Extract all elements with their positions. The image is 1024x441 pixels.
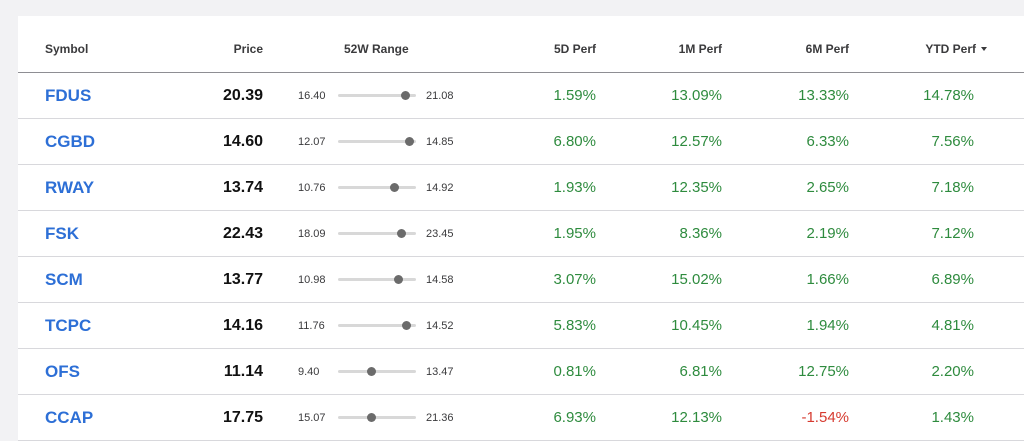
- perf-ytd-value: 6.89%: [931, 271, 974, 288]
- perf-6m-value: 1.94%: [806, 317, 849, 334]
- perf-ytd-value: 1.43%: [931, 409, 974, 426]
- symbol-link[interactable]: CGBD: [45, 132, 96, 151]
- range-bar: [338, 367, 416, 376]
- range-high-value: 21.36: [426, 412, 454, 424]
- table-row[interactable]: SCM 13.77 10.98 14.58 3.07% 15.02% 1.66% 6.89%: [18, 257, 1024, 303]
- range-low-value: 16.40: [298, 90, 326, 102]
- header-1m-perf[interactable]: 1M Perf: [678, 42, 722, 56]
- perf-ytd-value: 7.56%: [931, 133, 974, 150]
- header-ytd-perf-label: YTD Perf: [925, 42, 976, 56]
- table-row[interactable]: RWAY 13.74 10.76 14.92 1.93% 12.35% 2.65% 7.18%: [18, 165, 1024, 211]
- range-bar: [338, 321, 416, 330]
- perf-1m-value: 12.57%: [671, 133, 722, 150]
- perf-5d-value: 6.93%: [553, 409, 596, 426]
- symbol-link[interactable]: FSK: [45, 224, 79, 243]
- perf-1m-value: 13.09%: [671, 87, 722, 104]
- symbol-link[interactable]: OFS: [45, 362, 80, 381]
- range-high-value: 14.85: [426, 136, 454, 148]
- price-value: 14.60: [222, 133, 263, 150]
- perf-5d-value: 1.59%: [553, 87, 596, 104]
- perf-5d-value: 1.93%: [553, 179, 596, 196]
- header-price[interactable]: Price: [233, 42, 263, 56]
- perf-6m-value: 1.66%: [806, 271, 849, 288]
- range-low-value: 11.76: [298, 320, 325, 332]
- header-52w-range[interactable]: 52W Range: [344, 42, 409, 56]
- header-ytd-perf[interactable]: YTD Perf: [925, 42, 987, 56]
- price-value: 13.77: [222, 271, 263, 288]
- table-header: Symbol Price 52W Range 5D Perf 1M Perf 6…: [18, 16, 1024, 73]
- range-low-value: 10.76: [298, 182, 326, 194]
- perf-ytd-value: 14.78%: [923, 87, 974, 104]
- range-marker: [367, 367, 377, 376]
- price-value: 17.75: [222, 409, 263, 426]
- perf-6m-value: 6.33%: [806, 133, 849, 150]
- perf-1m-value: 12.13%: [671, 409, 722, 426]
- perf-ytd-value: 7.18%: [931, 179, 974, 196]
- range-marker: [404, 137, 414, 146]
- range-marker: [367, 413, 377, 422]
- range-low-value: 10.98: [298, 274, 326, 286]
- screener-table: Symbol Price 52W Range 5D Perf 1M Perf 6…: [18, 16, 1024, 441]
- range-marker: [401, 321, 411, 330]
- range-bar: [338, 229, 416, 238]
- price-value: 13.74: [222, 179, 263, 196]
- table-row[interactable]: OFS 11.14 9.40 13.47 0.81% 6.81% 12.75% 2.20%: [18, 349, 1024, 395]
- perf-ytd-value: 7.12%: [931, 225, 974, 242]
- perf-ytd-value: 4.81%: [931, 317, 974, 334]
- range-marker: [394, 275, 404, 284]
- perf-6m-value: 2.19%: [806, 225, 849, 242]
- range-bar: [338, 413, 416, 422]
- range-high-value: 13.47: [426, 366, 454, 378]
- perf-5d-value: 3.07%: [553, 271, 596, 288]
- symbol-link[interactable]: CCAP: [45, 408, 94, 427]
- range-high-value: 23.45: [426, 228, 454, 240]
- perf-1m-value: 15.02%: [671, 271, 722, 288]
- perf-5d-value: 0.81%: [553, 363, 596, 380]
- perf-5d-value: 5.83%: [553, 317, 596, 334]
- range-marker: [389, 183, 399, 192]
- range-marker: [400, 91, 410, 100]
- range-low-value: 18.09: [298, 228, 326, 240]
- range-low-value: 12.07: [298, 136, 326, 148]
- perf-1m-value: 12.35%: [671, 179, 722, 196]
- perf-5d-value: 6.80%: [553, 133, 596, 150]
- symbol-link[interactable]: FDUS: [45, 86, 92, 105]
- perf-6m-value: 2.65%: [806, 179, 849, 196]
- table-row[interactable]: FSK 22.43 18.09 23.45 1.95% 8.36% 2.19% 7.12%: [18, 211, 1024, 257]
- table-row[interactable]: FDUS 20.39 16.40 21.08 1.59% 13.09% 13.33% 14.7…: [18, 73, 1024, 119]
- table-row[interactable]: CGBD 14.60 12.07 14.85 6.80% 12.57% 6.33% 7.56%: [18, 119, 1024, 165]
- perf-6m-value: 13.33%: [798, 87, 849, 104]
- perf-5d-value: 1.95%: [553, 225, 596, 242]
- range-bar: [338, 91, 416, 100]
- range-bar: [338, 183, 416, 192]
- range-marker: [397, 229, 407, 238]
- price-value: 11.14: [223, 363, 263, 380]
- range-high-value: 14.92: [426, 182, 454, 194]
- symbol-link[interactable]: RWAY: [45, 178, 95, 197]
- range-bar: [338, 275, 416, 284]
- symbol-link[interactable]: SCM: [45, 270, 83, 289]
- perf-6m-value: 12.75%: [798, 363, 849, 380]
- caret-down-icon: [981, 46, 987, 51]
- range-high-value: 21.08: [426, 90, 454, 102]
- perf-ytd-value: 2.20%: [931, 363, 974, 380]
- range-bar: [338, 137, 416, 146]
- price-value: 22.43: [222, 225, 263, 242]
- range-low-value: 15.07: [298, 412, 326, 424]
- header-symbol[interactable]: Symbol: [45, 42, 89, 56]
- price-value: 14.16: [222, 317, 263, 334]
- perf-1m-value: 8.36%: [679, 225, 722, 242]
- table-row[interactable]: TCPC 14.16 11.76 14.52 5.83% 10.45% 1.94% 4.81%: [18, 303, 1024, 349]
- range-high-value: 14.58: [426, 274, 454, 286]
- range-low-value: 9.40: [298, 366, 320, 378]
- header-6m-perf[interactable]: 6M Perf: [805, 42, 849, 56]
- header-5d-perf[interactable]: 5D Perf: [553, 42, 596, 56]
- perf-1m-value: 6.81%: [679, 363, 722, 380]
- table-row[interactable]: CCAP 17.75 15.07 21.36 6.93% 12.13% -1.54% 1.43…: [18, 395, 1024, 441]
- perf-1m-value: 10.45%: [671, 317, 722, 334]
- perf-6m-value: -1.54%: [801, 409, 849, 426]
- symbol-link[interactable]: TCPC: [45, 316, 92, 335]
- range-high-value: 14.52: [426, 320, 454, 332]
- price-value: 20.39: [222, 87, 263, 104]
